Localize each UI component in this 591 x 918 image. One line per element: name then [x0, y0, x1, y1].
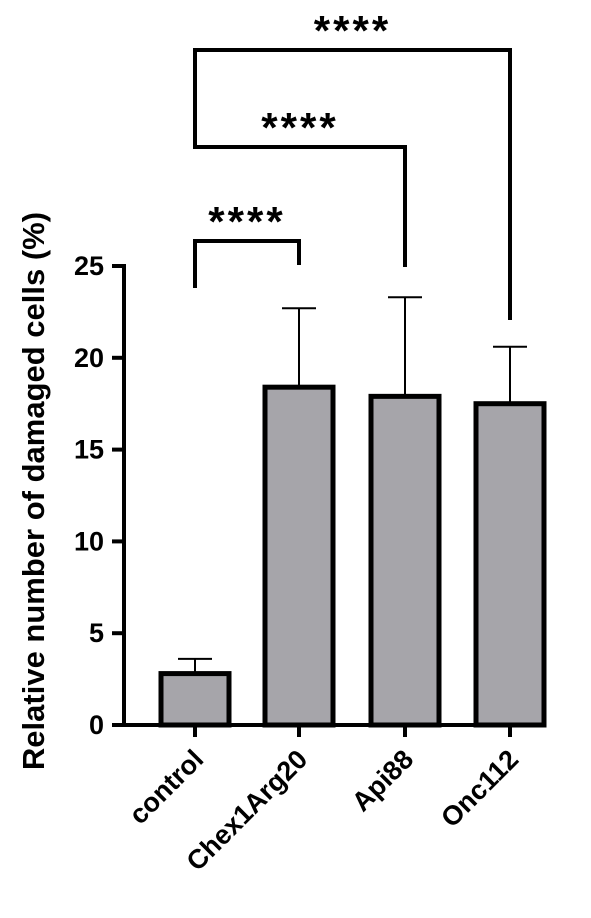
- significance-bracket: [193, 48, 512, 320]
- y-tick-label: 20: [74, 343, 104, 373]
- significance-brackets: **** **** ****: [193, 7, 512, 320]
- y-tick-label: 5: [89, 618, 104, 648]
- significance-label: ****: [208, 198, 285, 245]
- significance-label: ****: [314, 7, 391, 54]
- bar-Onc112: [473, 401, 547, 728]
- bar-Api88: [368, 393, 442, 728]
- y-ticks: 0 5 10 15 20 25: [74, 251, 124, 740]
- x-tick-label: control: [123, 744, 209, 830]
- significance-label: ****: [261, 104, 338, 151]
- significance-bracket: [193, 239, 301, 288]
- error-bars: [178, 296, 527, 674]
- y-axis-label: Relative number of damaged cells (%): [16, 212, 51, 770]
- y-tick-label: 10: [74, 526, 104, 556]
- y-axis-label-group: Relative number of damaged cells (%): [16, 212, 51, 770]
- y-tick-label: 25: [74, 251, 104, 281]
- y-tick-label: 15: [74, 435, 104, 465]
- y-tick-label: 0: [89, 710, 104, 740]
- bars: [158, 384, 547, 728]
- x-tick-label: Api88: [346, 744, 419, 817]
- bar-control: [158, 671, 232, 728]
- x-tick-label: Onc112: [435, 744, 524, 833]
- bar-Chex1Arg20: [262, 384, 336, 728]
- significance-bracket: [193, 120, 407, 267]
